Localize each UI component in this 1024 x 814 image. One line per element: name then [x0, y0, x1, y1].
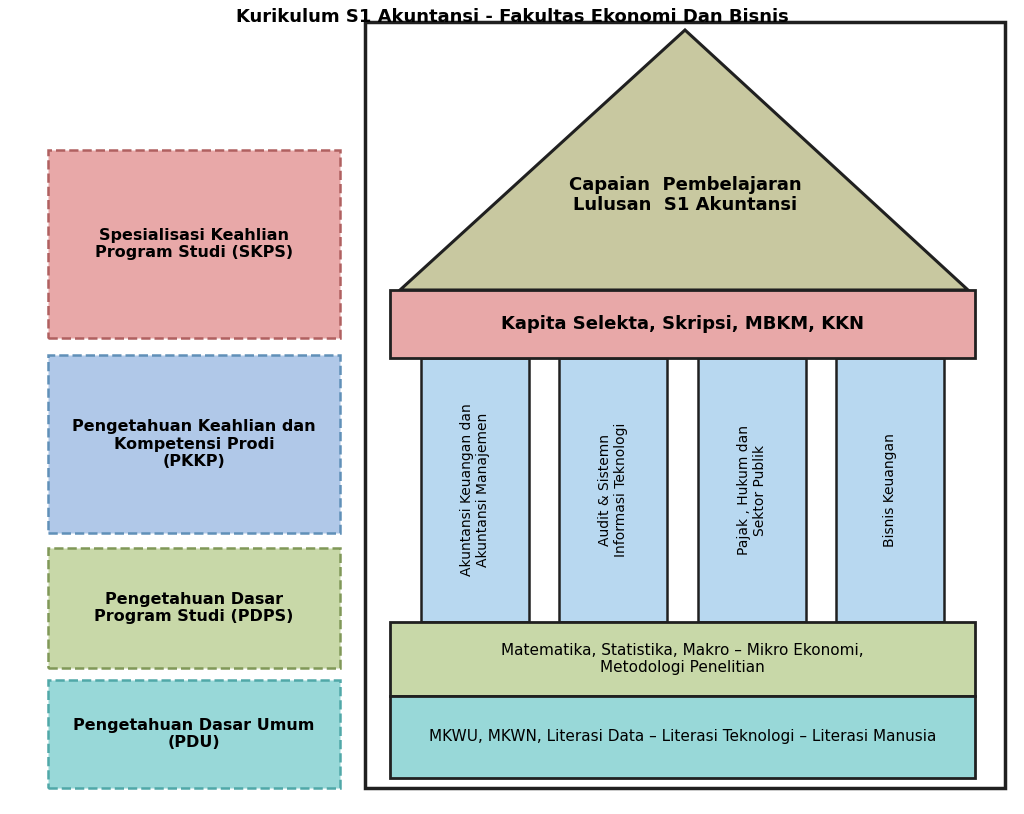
Bar	[837, 358, 944, 622]
Polygon shape	[400, 30, 968, 290]
Text: Kapita Selekta, Skripsi, MBKM, KKN: Kapita Selekta, Skripsi, MBKM, KKN	[501, 315, 864, 333]
Text: Pengetahuan Dasar Umum
(PDU): Pengetahuan Dasar Umum (PDU)	[74, 718, 314, 751]
Text: Bisnis Keuangan: Bisnis Keuangan	[884, 433, 897, 547]
Bar	[697, 358, 806, 622]
Text: Akuntansi Keuangan dan
Akuntansi Manajemen: Akuntansi Keuangan dan Akuntansi Manajem…	[460, 404, 489, 576]
Text: Audit & Sistemn
Informasi Teknologi: Audit & Sistemn Informasi Teknologi	[598, 422, 629, 558]
Text: Matematika, Statistika, Makro – Mikro Ekonomi,
Metodologi Penelitian: Matematika, Statistika, Makro – Mikro Ek…	[501, 643, 864, 675]
Bar	[48, 548, 340, 668]
Text: Spesialisasi Keahlian
Program Studi (SKPS): Spesialisasi Keahlian Program Studi (SKP…	[95, 228, 293, 260]
Bar	[390, 696, 975, 778]
Bar	[390, 290, 975, 358]
Bar	[390, 622, 975, 696]
Text: Capaian  Pembelajaran
Lulusan  S1 Akuntansi: Capaian Pembelajaran Lulusan S1 Akuntans…	[568, 176, 802, 214]
Text: Pengetahuan Keahlian dan
Kompetensi Prodi
(PKKP): Pengetahuan Keahlian dan Kompetensi Prod…	[72, 419, 315, 469]
Text: Kurikulum S1 Akuntansi - Fakultas Ekonomi Dan Bisnis: Kurikulum S1 Akuntansi - Fakultas Ekonom…	[236, 8, 788, 26]
Bar	[48, 150, 340, 338]
Text: Pengetahuan Dasar
Program Studi (PDPS): Pengetahuan Dasar Program Studi (PDPS)	[94, 592, 294, 624]
Bar	[48, 680, 340, 788]
Bar	[559, 358, 668, 622]
Bar	[48, 355, 340, 533]
Bar	[421, 358, 528, 622]
Text: MKWU, MKWN, Literasi Data – Literasi Teknologi – Literasi Manusia: MKWU, MKWN, Literasi Data – Literasi Tek…	[429, 729, 936, 745]
Text: Pajak , Hukum dan
Sektor Publik: Pajak , Hukum dan Sektor Publik	[736, 425, 767, 555]
Bar	[365, 22, 1005, 788]
